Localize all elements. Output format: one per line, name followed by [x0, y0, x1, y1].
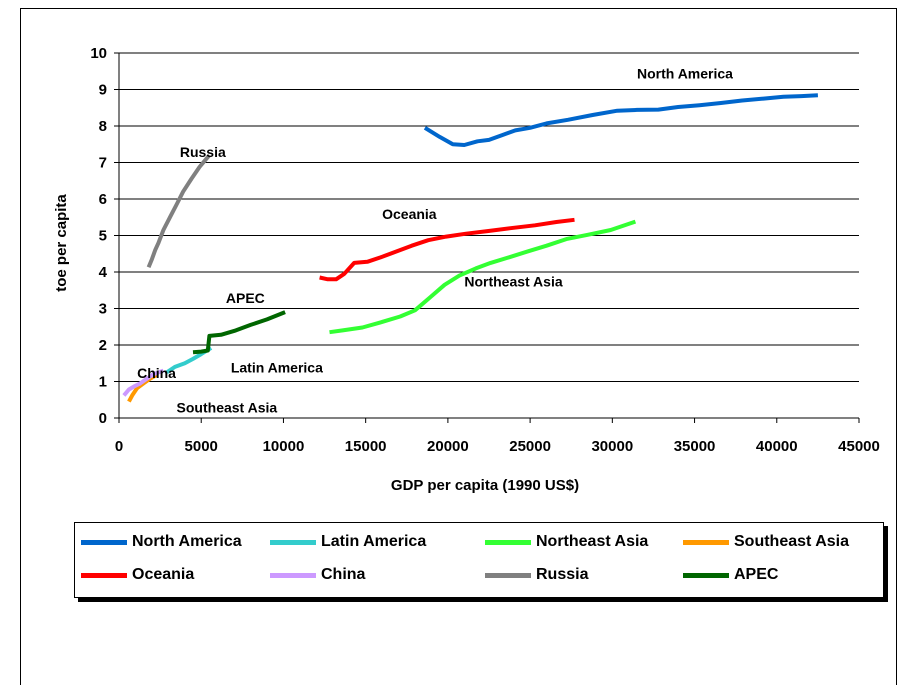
legend-label: Oceania	[132, 566, 194, 584]
legend-swatch	[485, 573, 531, 578]
legend-label: China	[321, 566, 365, 584]
legend-item-southeast-asia: Southeast Asia	[683, 532, 849, 552]
x-tick-label: 35000	[674, 438, 716, 455]
annotation-apec: APEC	[226, 290, 265, 306]
y-tick-label: 7	[99, 155, 107, 172]
legend-item-northeast-asia: Northeast Asia	[485, 532, 648, 552]
x-axis-title: GDP per capita (1990 US$)	[391, 477, 579, 494]
y-tick-label: 0	[99, 410, 107, 427]
legend-item-oceania: Oceania	[81, 565, 194, 585]
annotation-southeast-asia: Southeast Asia	[177, 400, 278, 416]
annotation-latin-america: Latin America	[231, 359, 323, 375]
y-tick-label: 3	[99, 301, 107, 318]
legend-label: Southeast Asia	[734, 533, 849, 551]
x-tick-label: 40000	[756, 438, 798, 455]
x-tick-label: 45000	[838, 438, 880, 455]
annotation-russia: Russia	[180, 144, 226, 160]
legend-swatch	[270, 573, 316, 578]
y-tick-label: 1	[99, 374, 107, 391]
legend-swatch	[683, 540, 729, 545]
legend-swatch	[683, 573, 729, 578]
legend-item-russia: Russia	[485, 565, 588, 585]
y-tick-label: 2	[99, 337, 107, 354]
legend-item-north-america: North America	[81, 532, 242, 552]
legend-label: Northeast Asia	[536, 533, 648, 551]
legend-label: APEC	[734, 566, 778, 584]
y-tick-label: 10	[90, 45, 107, 62]
legend-swatch	[81, 573, 127, 578]
x-tick-label: 25000	[509, 438, 551, 455]
axes: 0 1 2 3 4 5 6 7 8 9 10 0 5000 10000 15000 20000 25000 300…	[90, 45, 880, 455]
legend-label: Latin America	[321, 533, 426, 551]
x-tick-label: 15000	[345, 438, 387, 455]
series-lines	[124, 95, 818, 401]
x-tick-label: 10000	[263, 438, 305, 455]
legend-swatch	[485, 540, 531, 545]
legend-item-apec: APEC	[683, 565, 778, 585]
annotation-china: China	[137, 365, 176, 381]
series-line-russia	[149, 155, 210, 267]
x-tick-label: 30000	[591, 438, 633, 455]
series-line-apec	[193, 312, 285, 352]
annotation-oceania: Oceania	[382, 206, 437, 222]
legend-label: North America	[132, 533, 242, 551]
legend-swatch	[270, 540, 316, 545]
legend-item-china: China	[270, 565, 365, 585]
x-tick-label: 5000	[185, 438, 218, 455]
legend-item-latin-america: Latin America	[270, 532, 426, 552]
x-tick-label: 20000	[427, 438, 469, 455]
y-tick-label: 5	[99, 228, 107, 245]
x-tick-label: 0	[115, 438, 123, 455]
y-axis-title: toe per capita	[53, 194, 70, 292]
legend-swatch	[81, 540, 127, 545]
y-tick-label: 9	[99, 82, 107, 99]
annotation-north-america: North America	[637, 66, 733, 82]
legend-label: Russia	[536, 566, 588, 584]
y-tick-label: 4	[99, 264, 108, 281]
y-tick-label: 8	[99, 118, 107, 135]
y-tick-label: 6	[99, 191, 107, 208]
annotation-northeast-asia: Northeast Asia	[464, 274, 563, 290]
legend: North America Latin America Northeast Asia…	[74, 522, 884, 598]
series-line-north-america	[425, 95, 818, 145]
